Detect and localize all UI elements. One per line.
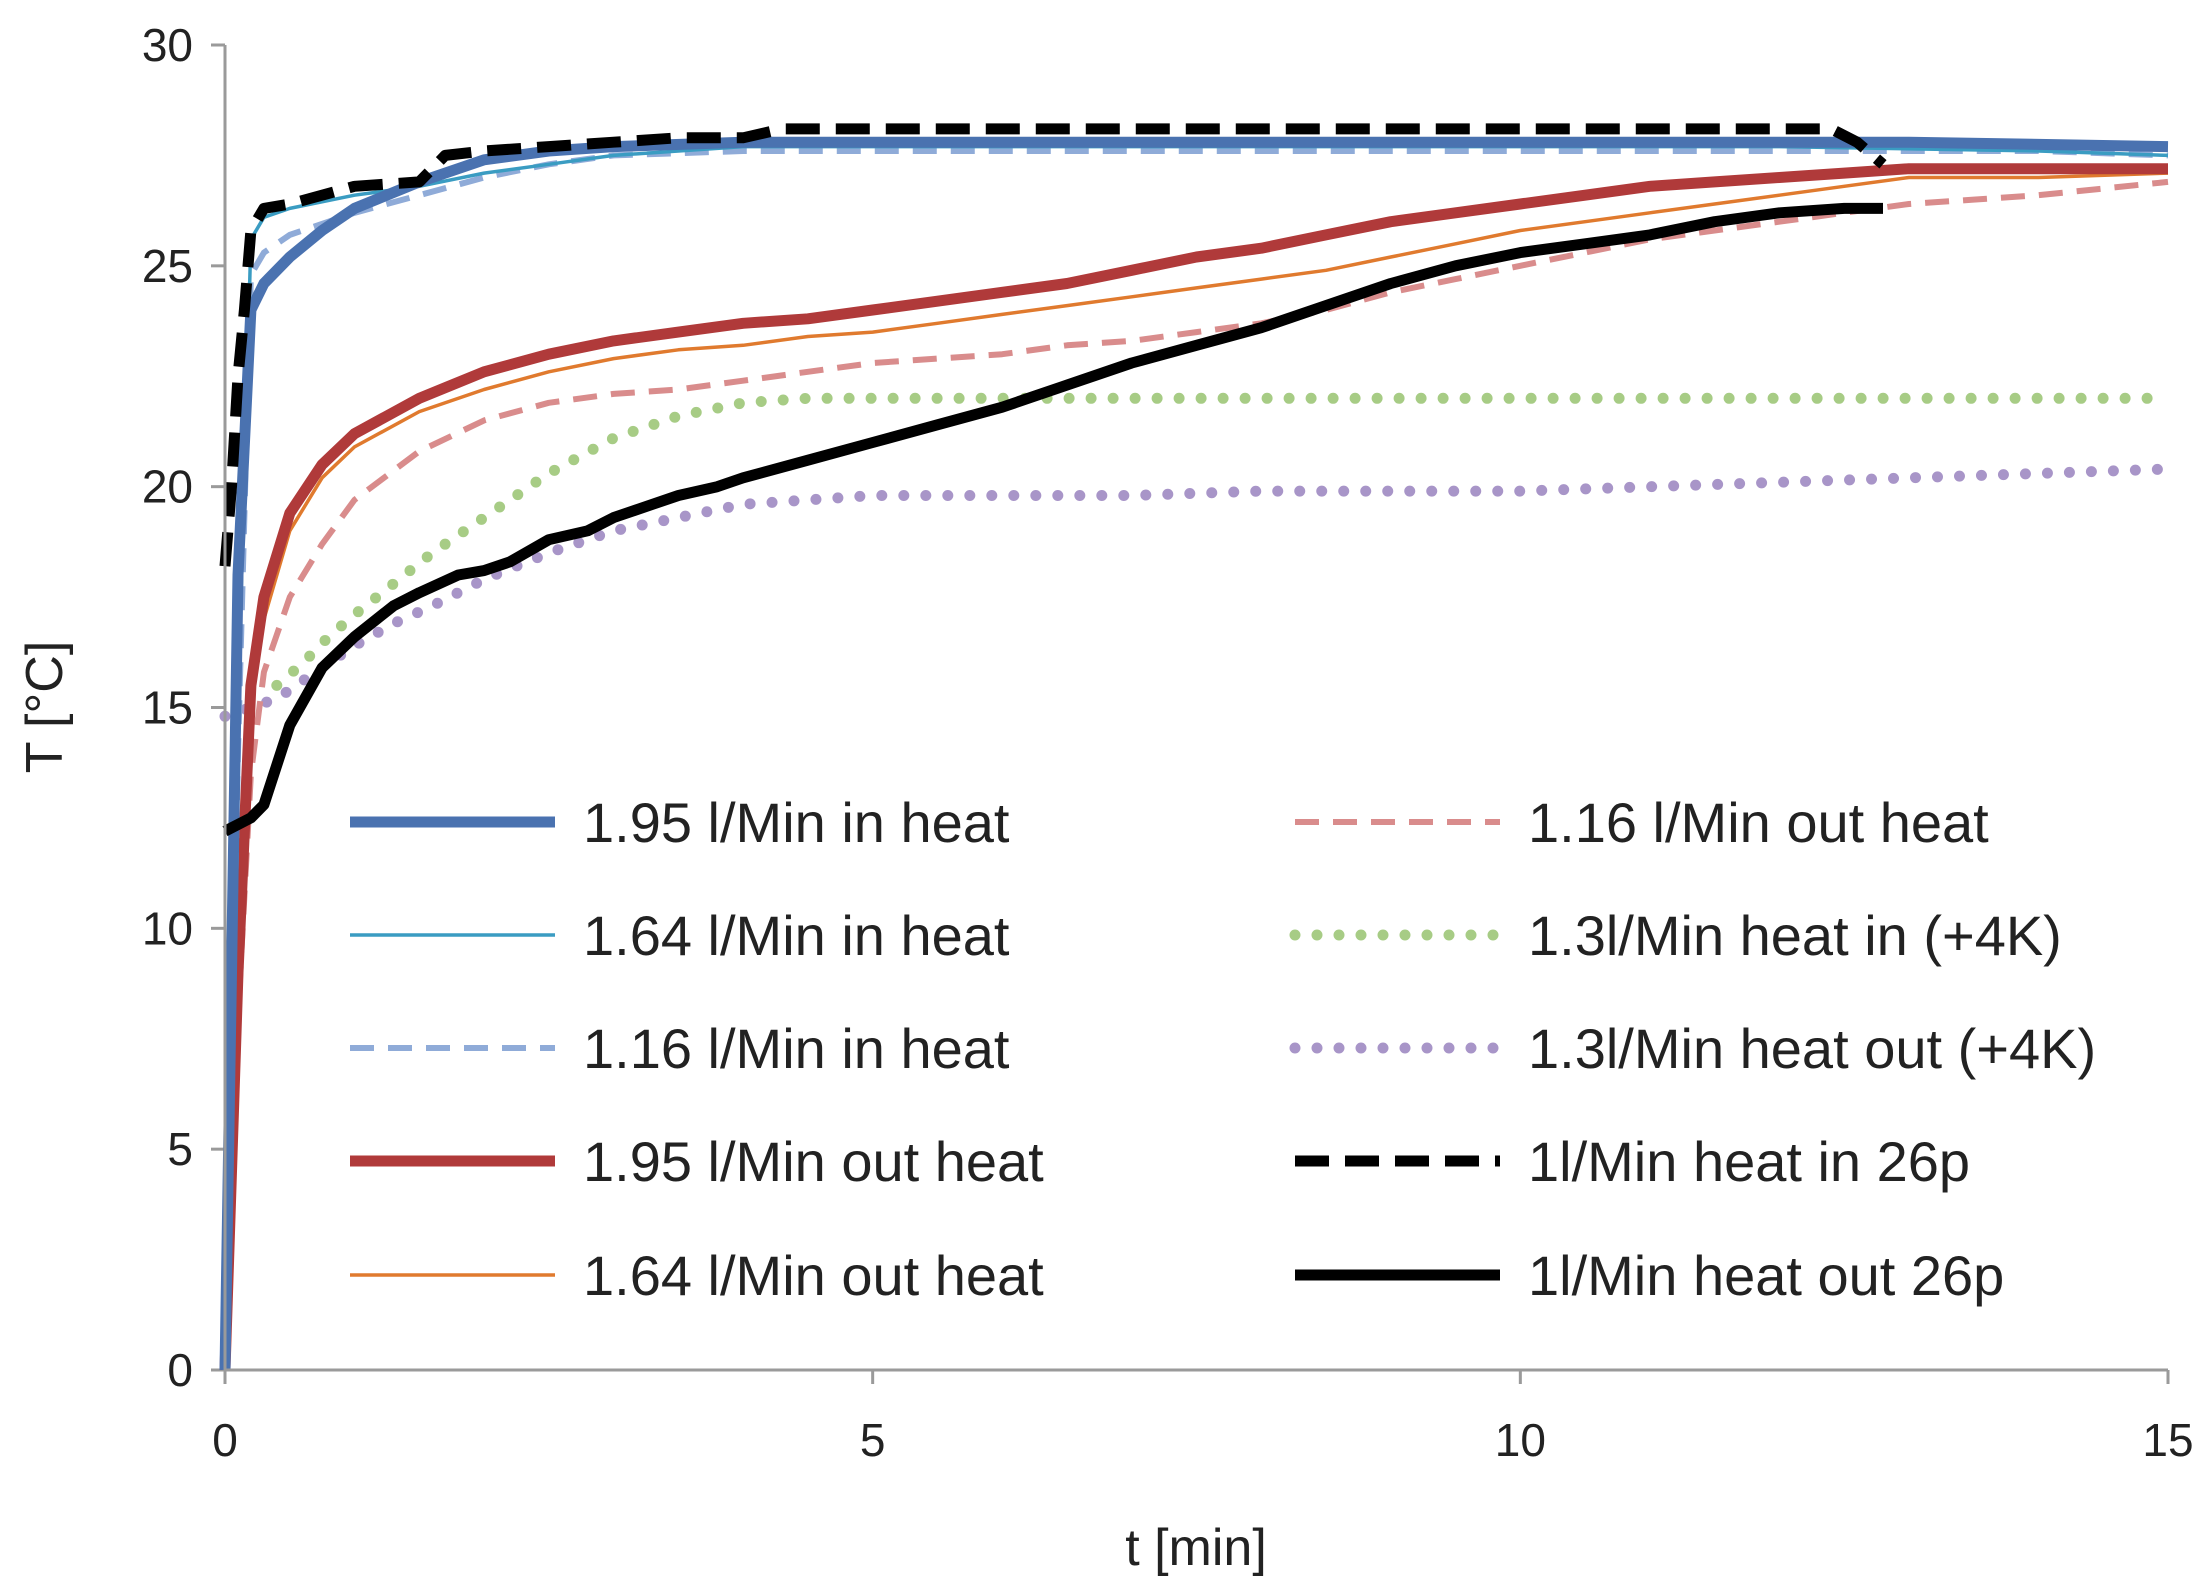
y-tick-label: 15 — [142, 682, 193, 734]
y-tick-label: 25 — [142, 240, 193, 292]
series-line-5 — [223, 171, 2169, 1371]
y-tick-label: 30 — [142, 19, 193, 71]
legend-label-10: 1l/Min heat out 26p — [1528, 1244, 2004, 1307]
legend: 1.95 l/Min in heat 1.64 l/Min in heat 1.16… — [350, 791, 2096, 1307]
legend-label-8: 1.3l/Min heat out (+4K) — [1528, 1017, 2096, 1080]
series-line-9 — [219, 123, 1887, 567]
legend-label-1: 1.95 l/Min in heat — [583, 791, 1010, 854]
x-tick-label: 15 — [2142, 1414, 2193, 1466]
series-line-10 — [222, 202, 1883, 837]
series-layer — [219, 123, 2174, 1371]
y-axis-title: T [°C] — [16, 641, 74, 774]
x-axis-title: t [min] — [1125, 1519, 1267, 1577]
series-line-4 — [219, 163, 2168, 1371]
y-tick-label: 0 — [167, 1344, 193, 1396]
y-tick-label: 20 — [142, 461, 193, 513]
legend-label-9: 1l/Min heat in 26p — [1528, 1130, 1970, 1193]
y-axis-ticks: 0 5 10 15 20 25 30 — [142, 19, 225, 1396]
legend-label-3: 1.16 l/Min in heat — [583, 1017, 1010, 1080]
series-line-7 — [271, 392, 2174, 691]
x-tick-label: 0 — [212, 1414, 238, 1466]
y-tick-label: 10 — [142, 902, 193, 954]
x-tick-label: 5 — [860, 1414, 886, 1466]
legend-label-4: 1.95 l/Min out heat — [583, 1130, 1044, 1193]
legend-label-2: 1.64 l/Min in heat — [583, 904, 1010, 967]
series-line-6 — [222, 178, 2169, 1371]
legend-label-5: 1.64 l/Min out heat — [583, 1244, 1044, 1307]
series-line-8 — [219, 463, 2174, 722]
y-tick-label: 5 — [167, 1123, 193, 1175]
x-axis-ticks: 0 5 10 15 — [212, 1370, 2194, 1466]
axes — [223, 45, 2168, 1372]
x-tick-label: 10 — [1495, 1414, 1546, 1466]
legend-label-7: 1.3l/Min heat in (+4K) — [1528, 904, 2062, 967]
legend-label-6: 1.16 l/Min out heat — [1528, 791, 1989, 854]
